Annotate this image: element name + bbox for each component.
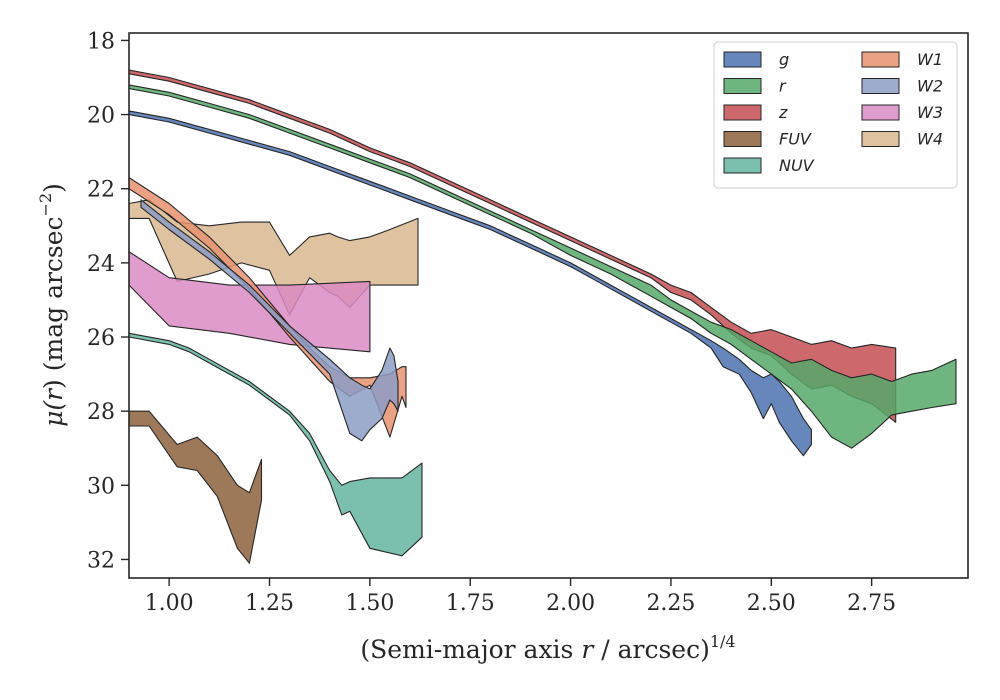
x-tick-label: 2.00 — [546, 591, 595, 616]
y-tick-label: 22 — [87, 178, 115, 203]
legend-label-fuv: FUV — [779, 130, 812, 149]
x-axis-label-pre: (Semi-major axis — [360, 635, 581, 664]
legend: grz FUV NUV W1 W2 W3 W4 — [713, 41, 958, 189]
legend-swatch-w2 — [861, 78, 900, 94]
y-tick-label: 32 — [87, 548, 115, 573]
legend-swatch-w3 — [861, 104, 900, 121]
legend-swatch-nuv — [723, 157, 762, 174]
plot-frame — [128, 32, 969, 579]
x-axis-label-mid: / arcsec) — [593, 635, 710, 664]
legend-swatch-g — [723, 51, 762, 68]
x-tick-label: 2.25 — [646, 591, 695, 616]
band-w2 — [140, 199, 399, 442]
y-axis: 18 20 22 24 26 28 30 32 — [87, 29, 129, 573]
legend-label-z: z — [778, 103, 788, 122]
legend-swatch-r — [723, 78, 762, 94]
y-axis-label: μ(r) (mag arcsec−2) — [36, 183, 68, 427]
y-axis-label-sup: −2 — [36, 193, 55, 217]
x-tick-label: 1.00 — [145, 591, 194, 616]
legend-label-nuv: NUV — [779, 156, 815, 175]
legend-label-r: r — [779, 77, 787, 96]
band-g — [129, 110, 812, 457]
y-tick-label: 18 — [87, 29, 115, 54]
y-tick-label: 24 — [87, 252, 115, 277]
y-tick-label: 20 — [87, 104, 115, 129]
legend-swatch-w1 — [861, 51, 900, 68]
y-tick-label: 30 — [87, 474, 115, 499]
band-r — [129, 84, 957, 449]
y-axis-label-post: ) — [39, 183, 68, 193]
x-axis-label-sup: 1/4 — [710, 632, 736, 651]
x-tick-label: 2.75 — [847, 591, 896, 616]
band-w3 — [129, 251, 371, 353]
legend-label-g: g — [779, 50, 789, 69]
legend-label-w1: W1 — [917, 50, 943, 69]
x-tick-label: 1.75 — [446, 591, 495, 616]
legend-swatch-fuv — [723, 131, 762, 147]
band-nuv — [129, 332, 423, 557]
y-axis-label-var: r — [39, 387, 68, 401]
x-axis: 1.00 1.25 1.50 1.75 2.00 2.25 2.50 2.75 — [145, 578, 896, 616]
y-tick-label: 26 — [87, 326, 115, 351]
x-axis-label-var: r — [581, 635, 595, 664]
x-tick-label: 2.50 — [747, 591, 796, 616]
band-fuv — [129, 410, 263, 564]
legend-label-w3: W3 — [917, 103, 943, 122]
legend-label-w4: W4 — [917, 130, 943, 149]
y-axis-label-mu: μ( — [39, 400, 68, 427]
bands-layer — [129, 69, 957, 564]
y-tick-label: 28 — [87, 400, 115, 425]
legend-swatch-z — [723, 104, 762, 121]
x-tick-label: 1.50 — [345, 591, 394, 616]
legend-swatch-w4 — [861, 131, 900, 147]
x-axis-label: (Semi-major axis r / arcsec)1/4 — [360, 632, 735, 664]
x-tick-label: 1.25 — [245, 591, 294, 616]
y-axis-label-mid: ) (mag arcsec — [39, 216, 68, 389]
legend-label-w2: W2 — [917, 77, 943, 96]
